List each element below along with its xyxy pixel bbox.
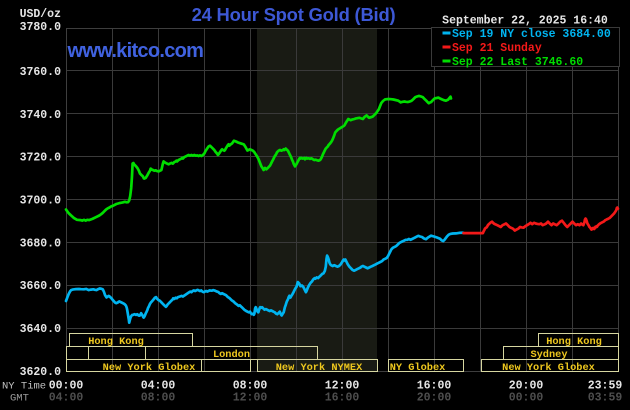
svg-text:16:00: 16:00	[417, 380, 452, 393]
svg-text:NY Globex: NY Globex	[390, 362, 446, 374]
svg-text:16:00: 16:00	[325, 392, 360, 405]
svg-text:08:00: 08:00	[141, 392, 176, 405]
svg-text:04:00: 04:00	[49, 392, 84, 405]
svg-text:3760.0: 3760.0	[20, 66, 62, 79]
svg-text:Hong Kong: Hong Kong	[88, 336, 144, 348]
svg-text:3720.0: 3720.0	[20, 152, 62, 165]
svg-text:3700.0: 3700.0	[20, 195, 62, 208]
svg-text:3640.0: 3640.0	[20, 323, 62, 336]
svg-text:04:00: 04:00	[141, 380, 176, 393]
svg-text:Sydney: Sydney	[530, 349, 567, 361]
svg-text:USD/oz: USD/oz	[20, 8, 62, 21]
svg-text:NY Time: NY Time	[2, 380, 46, 392]
svg-text:Sep 19 NY close 3684.00: Sep 19 NY close 3684.00	[452, 28, 611, 41]
svg-text:12:00: 12:00	[233, 392, 268, 405]
svg-text:23:59: 23:59	[588, 380, 623, 393]
svg-text:Sep 21 Sunday: Sep 21 Sunday	[452, 42, 542, 55]
svg-text:GMT: GMT	[10, 392, 29, 404]
svg-text:New York Globex: New York Globex	[502, 362, 595, 374]
svg-text:20:00: 20:00	[509, 380, 544, 393]
svg-text:September 22, 2025 16:40: September 22, 2025 16:40	[442, 15, 608, 28]
svg-text:Hong Kong: Hong Kong	[546, 336, 602, 348]
svg-text:London: London	[213, 349, 250, 361]
svg-text:Sep 22 Last 3746.60: Sep 22 Last 3746.60	[452, 56, 583, 69]
svg-text:00:00: 00:00	[49, 380, 84, 393]
svg-text:3780.0: 3780.0	[20, 21, 62, 34]
svg-text:3620.0: 3620.0	[20, 366, 62, 379]
svg-text:3740.0: 3740.0	[20, 109, 62, 122]
svg-text:24 Hour Spot Gold (Bid): 24 Hour Spot Gold (Bid)	[192, 4, 396, 25]
svg-text:New York Globex: New York Globex	[103, 362, 196, 374]
svg-text:3660.0: 3660.0	[20, 280, 62, 293]
svg-text:12:00: 12:00	[325, 380, 360, 393]
svg-text:New York NYMEX: New York NYMEX	[276, 362, 363, 374]
svg-text:00:00: 00:00	[509, 392, 544, 405]
svg-text:3680.0: 3680.0	[20, 237, 62, 250]
svg-text:03:59: 03:59	[588, 392, 623, 405]
svg-text:www.kitco.com: www.kitco.com	[67, 40, 204, 62]
svg-text:08:00: 08:00	[233, 380, 268, 393]
svg-text:20:00: 20:00	[417, 392, 452, 405]
